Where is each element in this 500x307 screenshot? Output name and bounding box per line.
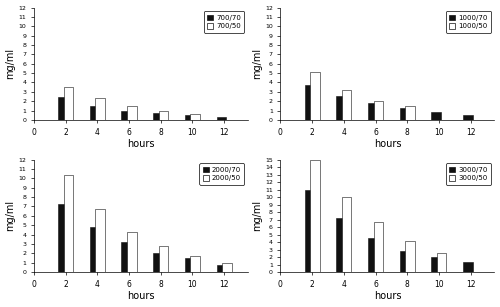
Legend: 2000/70, 2000/50: 2000/70, 2000/50 bbox=[199, 163, 244, 185]
Bar bbox=[310, 72, 320, 120]
Bar bbox=[153, 113, 162, 120]
Bar bbox=[158, 111, 168, 120]
Legend: 3000/70, 3000/50: 3000/70, 3000/50 bbox=[446, 163, 491, 185]
Bar bbox=[405, 241, 415, 272]
Bar bbox=[185, 258, 194, 272]
Bar bbox=[216, 265, 226, 272]
Bar bbox=[432, 112, 441, 120]
Bar bbox=[336, 218, 346, 272]
Bar bbox=[58, 204, 68, 272]
Bar bbox=[58, 96, 68, 120]
Bar bbox=[127, 232, 136, 272]
Bar bbox=[405, 106, 415, 120]
X-axis label: hours: hours bbox=[374, 139, 401, 149]
Bar bbox=[437, 253, 446, 272]
Legend: 1000/70, 1000/50: 1000/70, 1000/50 bbox=[446, 11, 491, 33]
Bar bbox=[64, 175, 73, 272]
Bar bbox=[368, 103, 378, 120]
Bar bbox=[336, 95, 346, 120]
Bar bbox=[374, 101, 383, 120]
Bar bbox=[222, 263, 232, 272]
Bar bbox=[304, 190, 314, 272]
Bar bbox=[342, 197, 351, 272]
Bar bbox=[90, 106, 100, 120]
Legend: 700/70, 700/50: 700/70, 700/50 bbox=[204, 11, 244, 33]
Bar bbox=[310, 160, 320, 272]
Bar bbox=[463, 115, 472, 120]
Bar bbox=[96, 98, 105, 120]
Bar bbox=[432, 257, 441, 272]
Bar bbox=[127, 106, 136, 120]
Bar bbox=[90, 227, 100, 272]
X-axis label: hours: hours bbox=[127, 291, 154, 301]
Bar bbox=[96, 209, 105, 272]
Bar bbox=[190, 256, 200, 272]
X-axis label: hours: hours bbox=[127, 139, 154, 149]
Bar bbox=[122, 242, 131, 272]
Bar bbox=[342, 90, 351, 120]
Bar bbox=[400, 251, 409, 272]
Bar bbox=[64, 87, 73, 120]
Bar bbox=[153, 253, 162, 272]
Y-axis label: mg/ml: mg/ml bbox=[252, 200, 262, 231]
Bar bbox=[190, 114, 200, 120]
X-axis label: hours: hours bbox=[374, 291, 401, 301]
Bar bbox=[374, 222, 383, 272]
Y-axis label: mg/ml: mg/ml bbox=[6, 48, 16, 79]
Y-axis label: mg/ml: mg/ml bbox=[6, 200, 16, 231]
Bar bbox=[122, 111, 131, 120]
Bar bbox=[216, 117, 226, 120]
Y-axis label: mg/ml: mg/ml bbox=[252, 48, 262, 79]
Bar bbox=[368, 238, 378, 272]
Bar bbox=[158, 246, 168, 272]
Bar bbox=[463, 262, 472, 272]
Bar bbox=[185, 115, 194, 120]
Bar bbox=[400, 108, 409, 120]
Bar bbox=[304, 85, 314, 120]
